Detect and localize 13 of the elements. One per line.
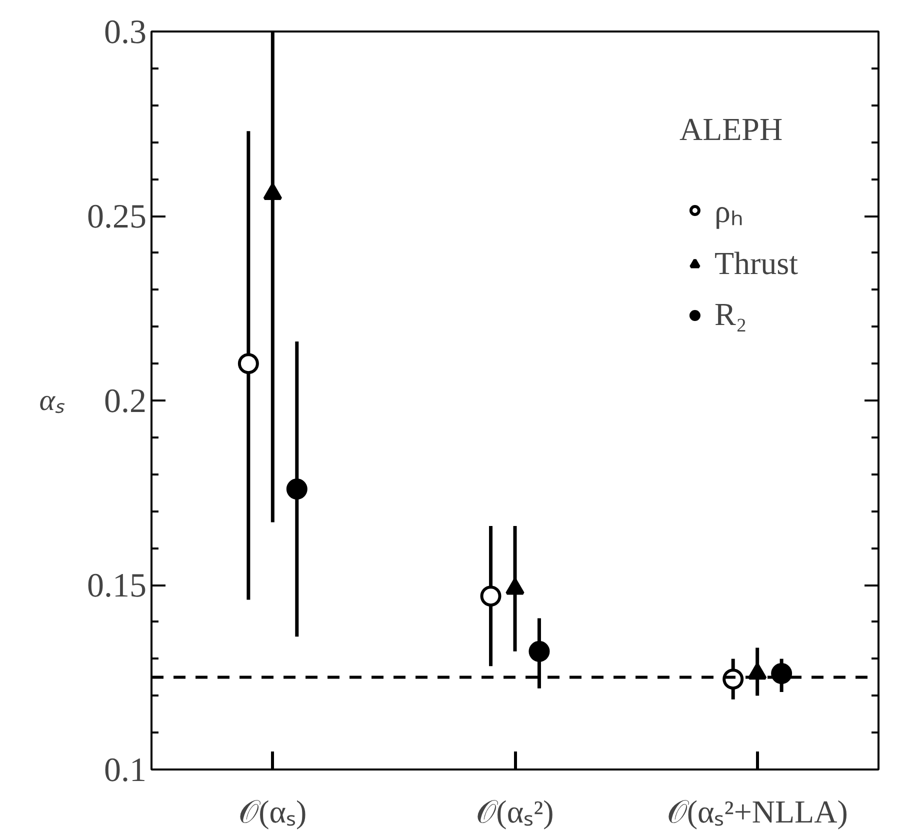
y-tick-label: 0.2 [104,383,146,420]
y-tick-label: 0.25 [87,198,146,236]
y-tick-label: 0.3 [104,14,146,51]
x-tick-label: 𝒪(αₛ²+NLLA) [666,794,848,830]
legend-label: R₂ [714,296,747,333]
y-tick-label: 0.1 [104,752,146,789]
x-tick-label: 𝒪(αₛ²) [476,794,554,830]
y-axis-title: αₛ [39,384,65,417]
legend-label: ρₕ [714,192,744,231]
legend-title: ALEPH [679,111,784,148]
legend-label: Thrust [714,245,798,282]
y-tick-label: 0.15 [87,568,146,604]
x-tick-label: 𝒪(αₛ) [238,794,307,830]
